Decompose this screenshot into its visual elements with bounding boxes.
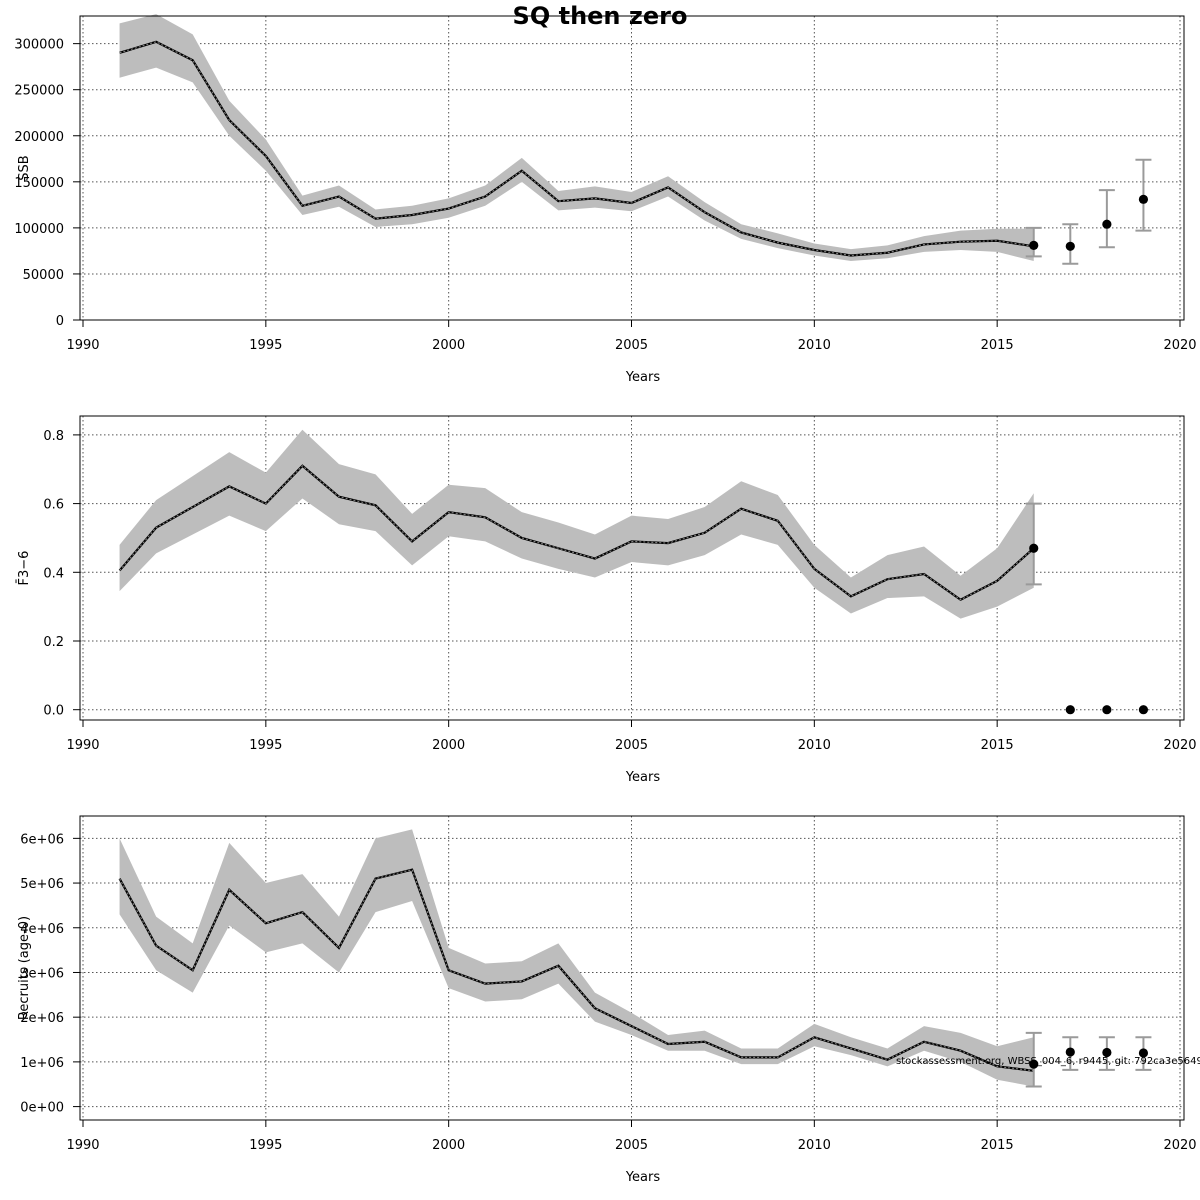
forecast-point — [1138, 705, 1149, 715]
confidence-band — [119, 429, 1034, 619]
y-axis-title: F̄3−6 — [17, 551, 32, 586]
y-tick-label: 0e+00 — [20, 1101, 64, 1116]
estimate-line-dash — [119, 869, 1034, 1072]
forecast-point — [1065, 705, 1075, 715]
y-tick-label: 1e+06 — [20, 1056, 64, 1071]
y-tick-label: 6e+06 — [20, 832, 64, 847]
y-tick-label: 4e+06 — [20, 922, 64, 937]
forecast-point — [1102, 219, 1112, 229]
forecast-point — [1138, 194, 1149, 204]
forecast-point — [1065, 1047, 1075, 1057]
y-tick-label: 100000 — [14, 222, 64, 237]
y-tick-label: 5e+06 — [20, 877, 64, 892]
forecast-point — [1065, 241, 1075, 251]
panel-2: 1990 1995 2000 2005 2010 2015 2020 0.0 0.2 0.4 0.6… — [17, 415, 1197, 785]
forecast-point — [1102, 705, 1112, 715]
x-axis-title: Years — [625, 770, 661, 785]
y-tick-label: 150000 — [14, 176, 64, 191]
x-tick-label: 2000 — [432, 738, 465, 753]
x-tick-label: 1990 — [66, 1138, 99, 1153]
confidence-band — [119, 14, 1034, 262]
x-tick-label: 1990 — [66, 338, 99, 353]
forecast-point — [1102, 1047, 1112, 1058]
x-tick-label: 2000 — [432, 1138, 465, 1153]
x-axis-title: Years — [625, 1170, 661, 1185]
estimate-line-dash — [119, 465, 1035, 601]
x-tick-label: 2005 — [615, 738, 648, 753]
y-tick-label: 0.2 — [43, 635, 64, 650]
y-axis-title: Recruits (age-0) — [17, 916, 32, 1020]
footnote: stockassessment.org, WBSS_004_6, r9445, … — [896, 1056, 1200, 1067]
x-tick-label: 1990 — [66, 738, 99, 753]
y-tick-label: 0.0 — [43, 704, 64, 719]
forecast-point — [1029, 240, 1039, 250]
forecast-point — [1029, 543, 1039, 553]
y-tick-label: 0.4 — [43, 566, 64, 581]
y-tick-label: 250000 — [14, 84, 64, 99]
estimate-line-dash — [119, 41, 1034, 257]
forecast-point — [1138, 1048, 1149, 1058]
x-axis-title: Years — [625, 370, 661, 385]
x-tick-label: 2005 — [615, 1138, 648, 1153]
y-tick-label: 2e+06 — [20, 1011, 64, 1026]
x-tick-label: 2015 — [981, 1138, 1014, 1153]
confidence-band — [119, 829, 1034, 1087]
panel-3: 1990 1995 2000 2005 2010 2015 2020 0e+00 1e+06 2e… — [17, 815, 1197, 1185]
y-tick-label: 0.8 — [43, 429, 64, 444]
y-tick-label: 3e+06 — [20, 966, 64, 981]
x-tick-label: 1995 — [249, 338, 282, 353]
x-tick-label: 2010 — [798, 738, 831, 753]
x-tick-label: 2005 — [615, 338, 648, 353]
x-tick-label: 2010 — [798, 1138, 831, 1153]
y-tick-label: 300000 — [14, 38, 64, 53]
forecast-point — [1029, 1059, 1039, 1069]
x-tick-label: 2015 — [981, 738, 1014, 753]
x-tick-label: 2020 — [1163, 1138, 1196, 1153]
x-tick-label: 2020 — [1163, 738, 1196, 753]
y-tick-label: 0.6 — [43, 498, 64, 513]
y-tick-label: 50000 — [23, 268, 64, 283]
y-tick-label: 200000 — [14, 130, 64, 145]
x-tick-label: 2020 — [1163, 338, 1196, 353]
x-tick-label: 2010 — [798, 338, 831, 353]
x-tick-label: 2000 — [432, 338, 465, 353]
x-tick-label: 1995 — [249, 1138, 282, 1153]
x-tick-label: 2015 — [981, 338, 1014, 353]
y-axis-title: SSB — [17, 155, 32, 180]
x-tick-label: 1995 — [249, 738, 282, 753]
panel-1: 1990 1995 2000 2005 2010 2015 2020 0 50000 100000… — [14, 14, 1197, 385]
y-tick-label: 0 — [56, 314, 64, 329]
